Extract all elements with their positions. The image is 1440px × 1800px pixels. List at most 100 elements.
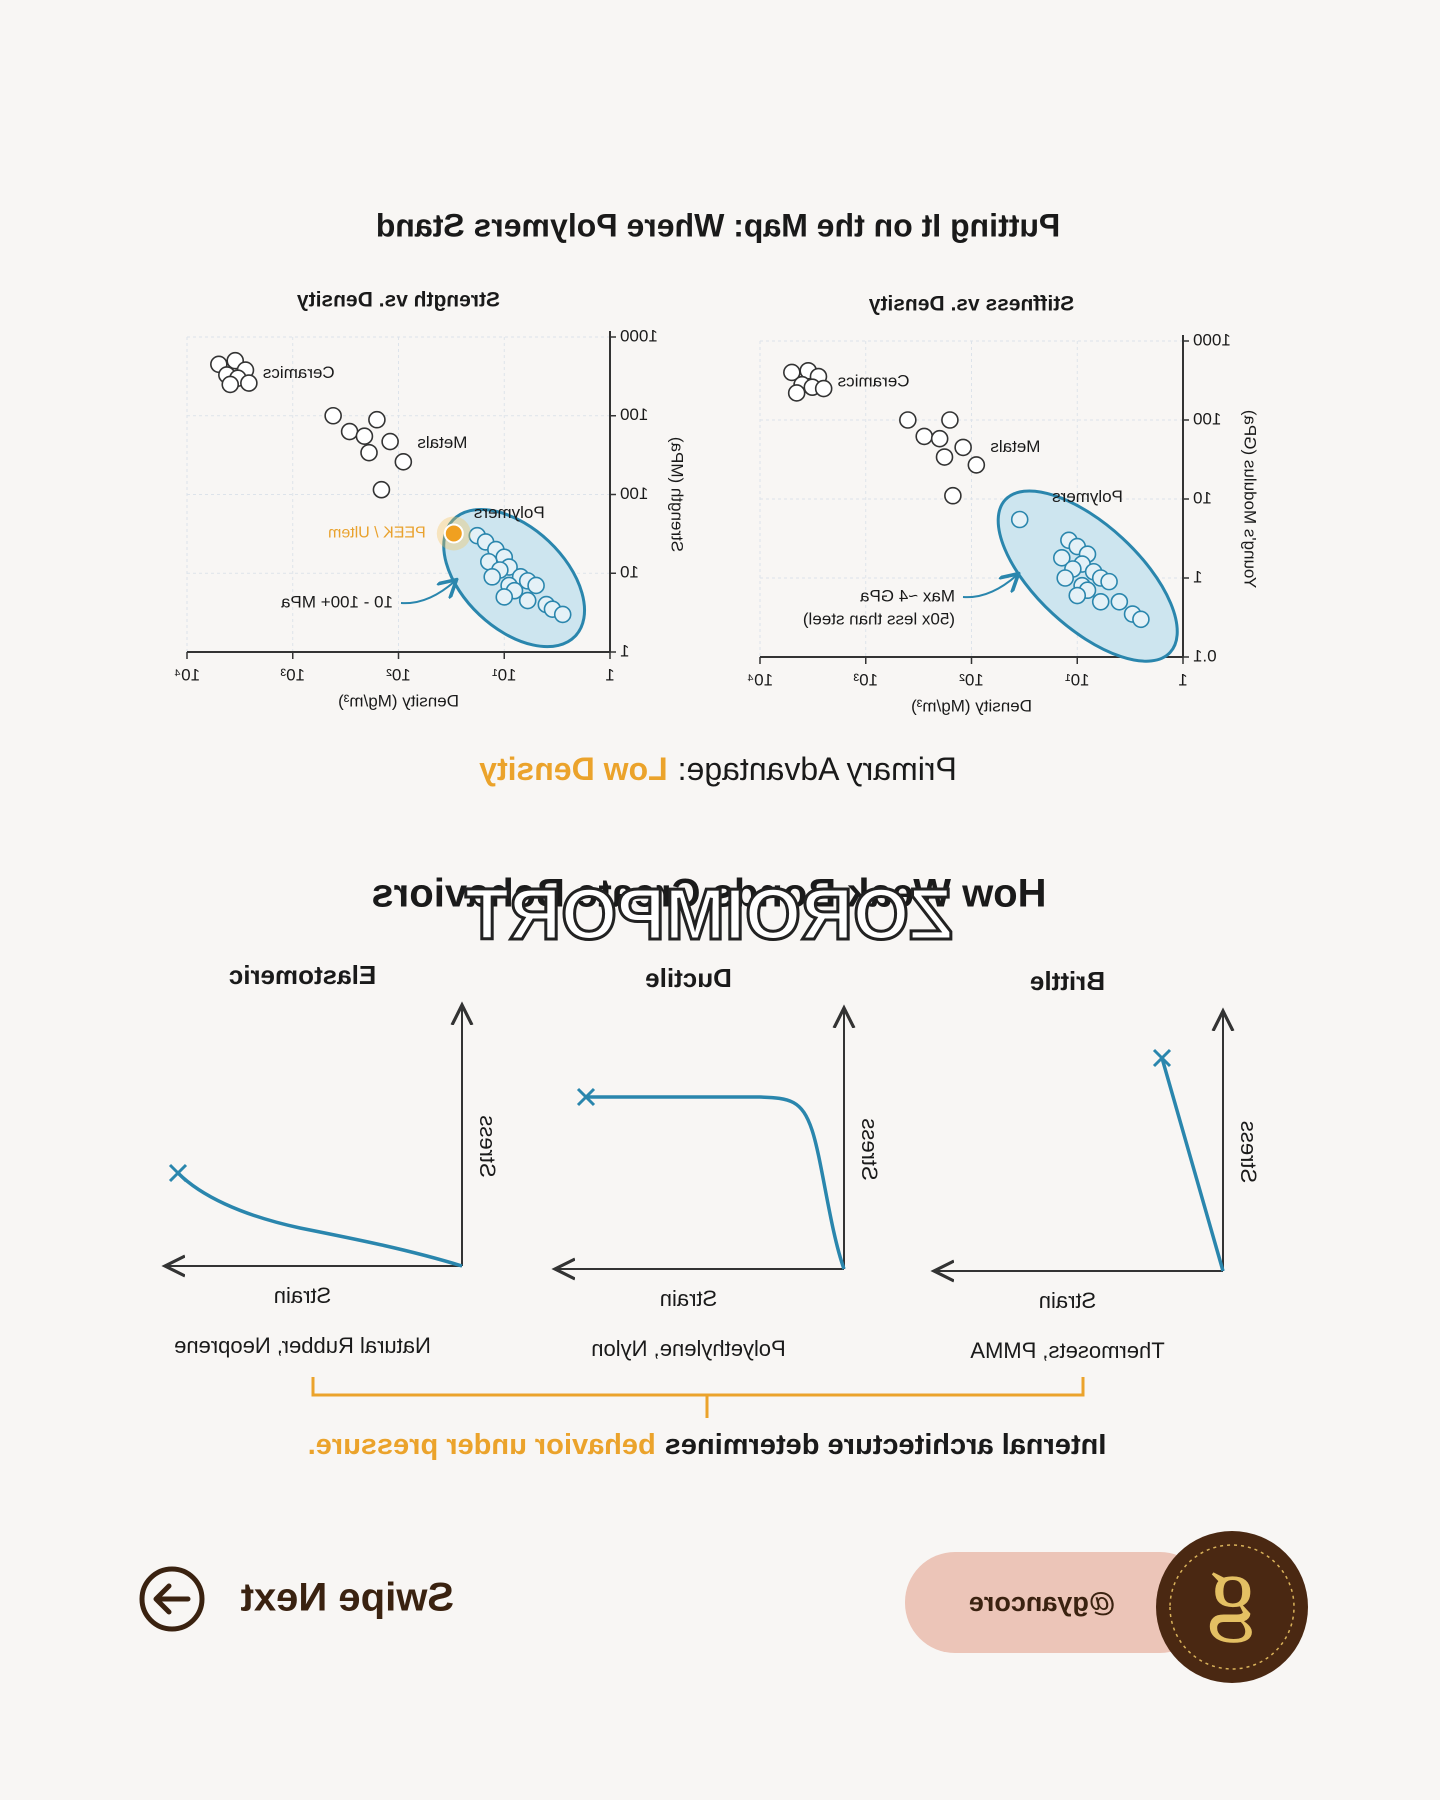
y-tick-label: 10	[1193, 488, 1212, 507]
data-point	[1010, 510, 1029, 529]
logo-ring	[1169, 1544, 1295, 1670]
data-point	[1056, 569, 1075, 587]
y-tick-label: 0.1	[1193, 646, 1217, 665]
data-point	[941, 411, 959, 429]
y-tick-label: 1	[1193, 567, 1202, 586]
group-label: Ceramics	[263, 363, 335, 382]
data-point	[930, 429, 949, 448]
x-tick-label: 10¹	[492, 665, 517, 684]
data-point	[967, 456, 986, 474]
swipe-arrow	[153, 1583, 191, 1615]
data-point	[360, 443, 378, 462]
advantage-text: Primary Advantage:	[678, 751, 957, 787]
data-point	[954, 438, 972, 457]
data-point	[495, 588, 514, 606]
swipe-icon[interactable]	[139, 1566, 205, 1632]
behavior-examples: Thermosets, PMMA	[970, 1338, 1165, 1363]
group-label: Metals	[417, 433, 467, 452]
data-point	[221, 375, 240, 394]
advantage-line: Primary Advantage: Low Density	[479, 751, 957, 787]
y-tick-label: 10	[620, 563, 639, 582]
x-tick-label: 10⁴	[747, 670, 773, 689]
data-point	[1052, 549, 1071, 567]
behavior-title: Ductile	[645, 963, 732, 993]
fracture-mark	[576, 1087, 596, 1107]
data-point	[372, 480, 391, 499]
x-tick-label: 10⁴	[174, 665, 200, 684]
data-point	[1110, 592, 1129, 611]
stress-strain-curve	[176, 1171, 463, 1268]
x-axis-label: Density (Mg/m³)	[911, 696, 1032, 715]
data-point	[355, 427, 374, 445]
stress-label: Stress	[857, 1118, 882, 1180]
statement-highlight: behavior under pressure.	[308, 1429, 656, 1461]
data-point	[1132, 610, 1150, 629]
fracture-mark	[168, 1163, 188, 1183]
data-point	[518, 591, 537, 610]
swipe-next[interactable]: Swipe Next	[241, 1576, 454, 1620]
x-tick-label: 1	[1178, 670, 1187, 689]
y-axis-label: Strength (MPa)	[668, 437, 687, 552]
data-point	[1091, 592, 1110, 611]
data-point	[340, 422, 359, 441]
statement: Internal architecture determines behavior…	[308, 1429, 1107, 1461]
y-tick-label: 100	[620, 484, 648, 503]
bracket	[311, 1377, 1085, 1418]
group-label: Ceramics	[838, 371, 910, 390]
data-point	[553, 605, 572, 624]
data-point	[240, 374, 258, 392]
data-point	[381, 432, 399, 451]
group-label: Metals	[990, 437, 1040, 456]
x-tick-label: 10³	[280, 665, 305, 684]
handle-pill	[905, 1552, 1210, 1653]
section-title: How Weak Bonds Create Behaviors	[371, 872, 1046, 916]
highlight-point	[443, 523, 464, 544]
group-label: Polymers	[474, 503, 545, 522]
data-point	[935, 448, 954, 466]
data-point	[944, 486, 962, 505]
y-tick-label: 1000	[1193, 330, 1231, 349]
data-point	[527, 576, 545, 595]
behavior-examples: Polyethylene, Nylon	[591, 1336, 785, 1361]
y-tick-label: 100	[1193, 409, 1221, 428]
x-tick-label: 10²	[959, 670, 984, 689]
x-tick-label: 1	[605, 665, 614, 684]
chart-title: Strength vs. Density	[297, 289, 500, 312]
data-point	[787, 384, 806, 402]
x-tick-label: 10³	[853, 670, 878, 689]
stress-strain-curve	[586, 1095, 846, 1270]
x-tick-label: 10¹	[1065, 670, 1090, 689]
data-point	[368, 410, 386, 429]
annotation: 10 - 100+ MPa	[280, 592, 393, 611]
highlight-label: PEEK / Ultem	[328, 525, 426, 542]
strain-label: Strain	[274, 1283, 331, 1308]
watermark: ZOROIMPORT	[465, 875, 953, 955]
handle: @gyancore	[969, 1587, 1115, 1617]
behavior-title: Elastomeric	[229, 960, 376, 990]
strain-label: Strain	[660, 1286, 717, 1311]
fracture-mark	[1152, 1048, 1172, 1068]
data-point	[814, 379, 833, 398]
mirrored-content: Putting It on the Map: Where Polymers St…	[139, 207, 1308, 1683]
page-title: Putting It on the Map: Where Polymers St…	[376, 207, 1060, 243]
logo-letter: g	[1208, 1536, 1256, 1643]
data-point	[1100, 572, 1118, 591]
stress-label: Stress	[1236, 1121, 1261, 1183]
logo-badge	[1156, 1531, 1308, 1683]
y-tick-label: 1000	[620, 326, 658, 345]
behavior-title: Brittle	[1030, 966, 1105, 996]
annotation-arrow	[962, 575, 1017, 599]
annotation-arrow	[400, 581, 455, 605]
x-axis-label: Density (Mg/m³)	[338, 691, 459, 710]
statement-text: Internal architecture determines	[665, 1429, 1107, 1461]
stress-label: Stress	[475, 1115, 500, 1177]
x-tick-label: 10²	[386, 665, 411, 684]
data-point	[899, 411, 917, 429]
strain-label: Strain	[1039, 1288, 1096, 1313]
y-axis-label: Young's Modulus (GPa)	[1241, 410, 1260, 588]
chart-title: Stiffness vs. Density	[868, 293, 1074, 316]
data-point	[1068, 586, 1087, 605]
